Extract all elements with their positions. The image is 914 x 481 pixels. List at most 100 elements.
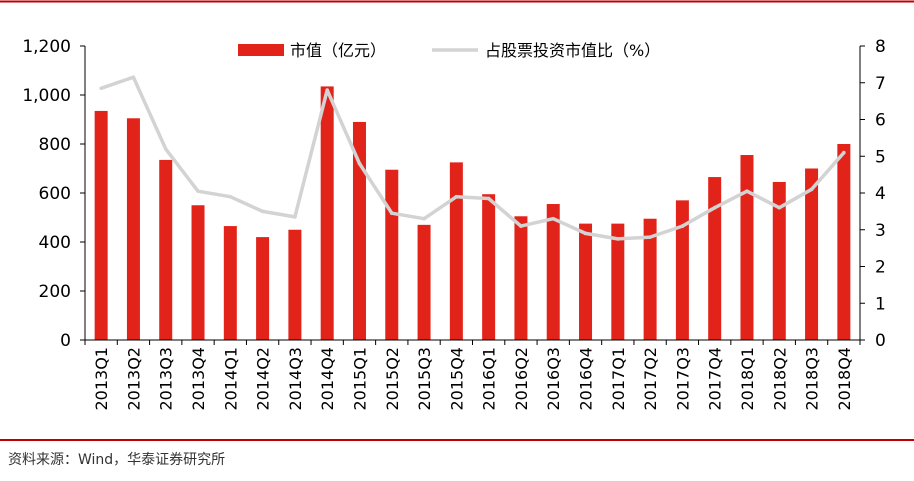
line-point xyxy=(163,147,168,151)
bar xyxy=(611,223,625,340)
bar xyxy=(579,223,593,340)
legend-label-bar: 市值（亿元） xyxy=(290,41,386,60)
right-tick-label: 7 xyxy=(875,74,886,94)
x-tick-label: 2014Q4 xyxy=(318,347,337,411)
x-tick-label: 2017Q4 xyxy=(706,347,725,411)
x-tick-label: 2016Q2 xyxy=(512,347,531,411)
x-tick-label: 2016Q3 xyxy=(544,347,563,411)
x-tick-label: 2013Q4 xyxy=(189,347,208,411)
bar xyxy=(643,218,657,340)
left-tick-label: 1,200 xyxy=(22,37,71,57)
line-point xyxy=(422,216,426,221)
line-point xyxy=(648,235,652,239)
bar xyxy=(223,226,237,340)
left-tick-label: 0 xyxy=(60,331,71,351)
right-y-axis: 0 1 2 3 4 5 6 7 8 xyxy=(859,37,886,351)
bar xyxy=(417,224,431,340)
x-tick-label: 2015Q2 xyxy=(383,347,402,411)
right-tick-label: 6 xyxy=(875,111,886,131)
bar xyxy=(256,237,270,340)
right-tick-label: 3 xyxy=(875,221,886,241)
bar xyxy=(191,205,205,340)
x-tick-label: 2015Q3 xyxy=(415,347,434,411)
x-tick-label: 2017Q1 xyxy=(609,347,628,411)
left-tick-label: 1,000 xyxy=(22,86,71,106)
line-point xyxy=(260,209,265,214)
x-axis: 2013Q1 2013Q2 2013Q3 2013Q4 2014Q1 2014Q2 2014… xyxy=(84,339,861,411)
legend: 市值（亿元） 占股票投资市值比（%） xyxy=(238,41,660,60)
x-tick-label: 2016Q4 xyxy=(577,347,596,411)
bar xyxy=(385,169,399,340)
line-point xyxy=(228,194,233,199)
legend-swatch-bar xyxy=(238,44,284,56)
line-point xyxy=(196,189,200,193)
line-point xyxy=(551,216,556,221)
line-point xyxy=(745,189,749,193)
right-tick-label: 0 xyxy=(875,331,886,351)
left-tick-label: 200 xyxy=(39,282,71,302)
line-point xyxy=(131,75,136,80)
bar xyxy=(449,162,463,340)
x-tick-label: 2017Q2 xyxy=(641,347,660,411)
line-point xyxy=(519,224,523,228)
x-tick-label: 2013Q1 xyxy=(92,347,111,411)
series-line xyxy=(100,75,846,241)
x-tick-label: 2014Q1 xyxy=(221,347,240,411)
bar xyxy=(546,204,560,340)
line-point xyxy=(583,231,588,236)
bar xyxy=(320,86,334,340)
x-tick-label: 2014Q2 xyxy=(254,347,273,411)
bar xyxy=(288,229,302,340)
x-tick-label: 2018Q3 xyxy=(803,347,822,411)
bar xyxy=(675,200,689,340)
bar xyxy=(352,121,366,340)
x-tick-label: 2015Q4 xyxy=(447,347,466,411)
x-tick-label: 2015Q1 xyxy=(350,347,369,411)
line-point xyxy=(454,194,459,199)
line-point xyxy=(777,205,782,210)
line-point xyxy=(842,150,846,155)
left-tick-label: 400 xyxy=(39,233,71,253)
bar xyxy=(708,177,722,340)
right-tick-label: 5 xyxy=(875,147,886,167)
line-point xyxy=(357,161,362,166)
x-tick-label: 2016Q1 xyxy=(480,347,499,411)
x-tick-label: 2018Q2 xyxy=(770,347,789,411)
x-tick-label: 2013Q2 xyxy=(124,347,143,411)
bar xyxy=(740,155,754,340)
right-tick-label: 4 xyxy=(875,184,886,204)
left-tick-label: 800 xyxy=(39,135,71,155)
bar xyxy=(514,216,528,340)
bar xyxy=(772,181,786,340)
bar xyxy=(159,159,173,340)
source-text: 资料来源：Wind，华泰证券研究所 xyxy=(8,452,226,468)
line-point xyxy=(389,211,394,216)
right-tick-label: 8 xyxy=(875,37,886,57)
bar-series xyxy=(94,86,851,341)
bar xyxy=(126,118,140,341)
x-tick-label: 2018Q4 xyxy=(835,347,854,411)
line-series xyxy=(99,75,846,241)
line-point xyxy=(809,187,814,192)
line-point xyxy=(325,88,329,92)
right-tick-label: 2 xyxy=(875,258,886,278)
bar xyxy=(94,110,108,340)
line-point xyxy=(99,86,103,91)
bar xyxy=(805,168,819,340)
x-tick-label: 2018Q1 xyxy=(738,347,757,411)
right-tick-label: 1 xyxy=(875,294,886,314)
legend-label-line: 占股票投资市值比（%） xyxy=(485,41,660,60)
x-tick-label: 2014Q3 xyxy=(286,347,305,411)
line-point xyxy=(616,237,620,241)
x-tick-label: 2013Q3 xyxy=(157,347,176,411)
line-point xyxy=(486,196,491,201)
line-point xyxy=(712,205,717,210)
left-tick-label: 600 xyxy=(39,184,71,204)
x-tick-label: 2017Q3 xyxy=(673,347,692,411)
bar xyxy=(837,144,851,340)
left-y-axis: 0 200 400 600 800 1,000 1,200 xyxy=(22,37,86,351)
line-point xyxy=(293,215,297,219)
line-point xyxy=(680,224,685,228)
